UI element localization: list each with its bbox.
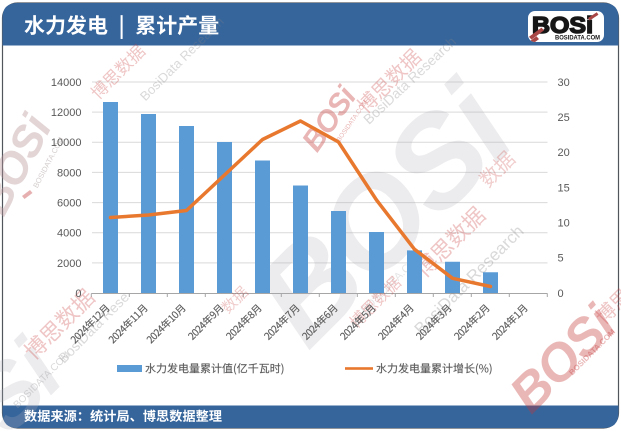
- svg-text:10000: 10000: [51, 137, 82, 149]
- svg-text:4000: 4000: [57, 228, 81, 240]
- svg-text:30: 30: [558, 77, 570, 89]
- svg-text:BOSi: BOSi: [532, 12, 593, 38]
- svg-text:8000: 8000: [57, 167, 81, 179]
- svg-text:2000: 2000: [57, 258, 81, 270]
- svg-text:20: 20: [558, 147, 570, 159]
- svg-text:6000: 6000: [57, 198, 81, 210]
- svg-text:0: 0: [75, 288, 81, 300]
- svg-text:5: 5: [558, 253, 564, 265]
- svg-text:25: 25: [558, 112, 570, 124]
- svg-text:BOSIDATA.COM: BOSIDATA.COM: [555, 34, 600, 41]
- svg-text:0: 0: [558, 288, 564, 300]
- svg-text:10: 10: [558, 218, 570, 230]
- svg-text:15: 15: [558, 182, 570, 194]
- svg-text:12000: 12000: [51, 107, 82, 119]
- svg-text:14000: 14000: [51, 77, 82, 89]
